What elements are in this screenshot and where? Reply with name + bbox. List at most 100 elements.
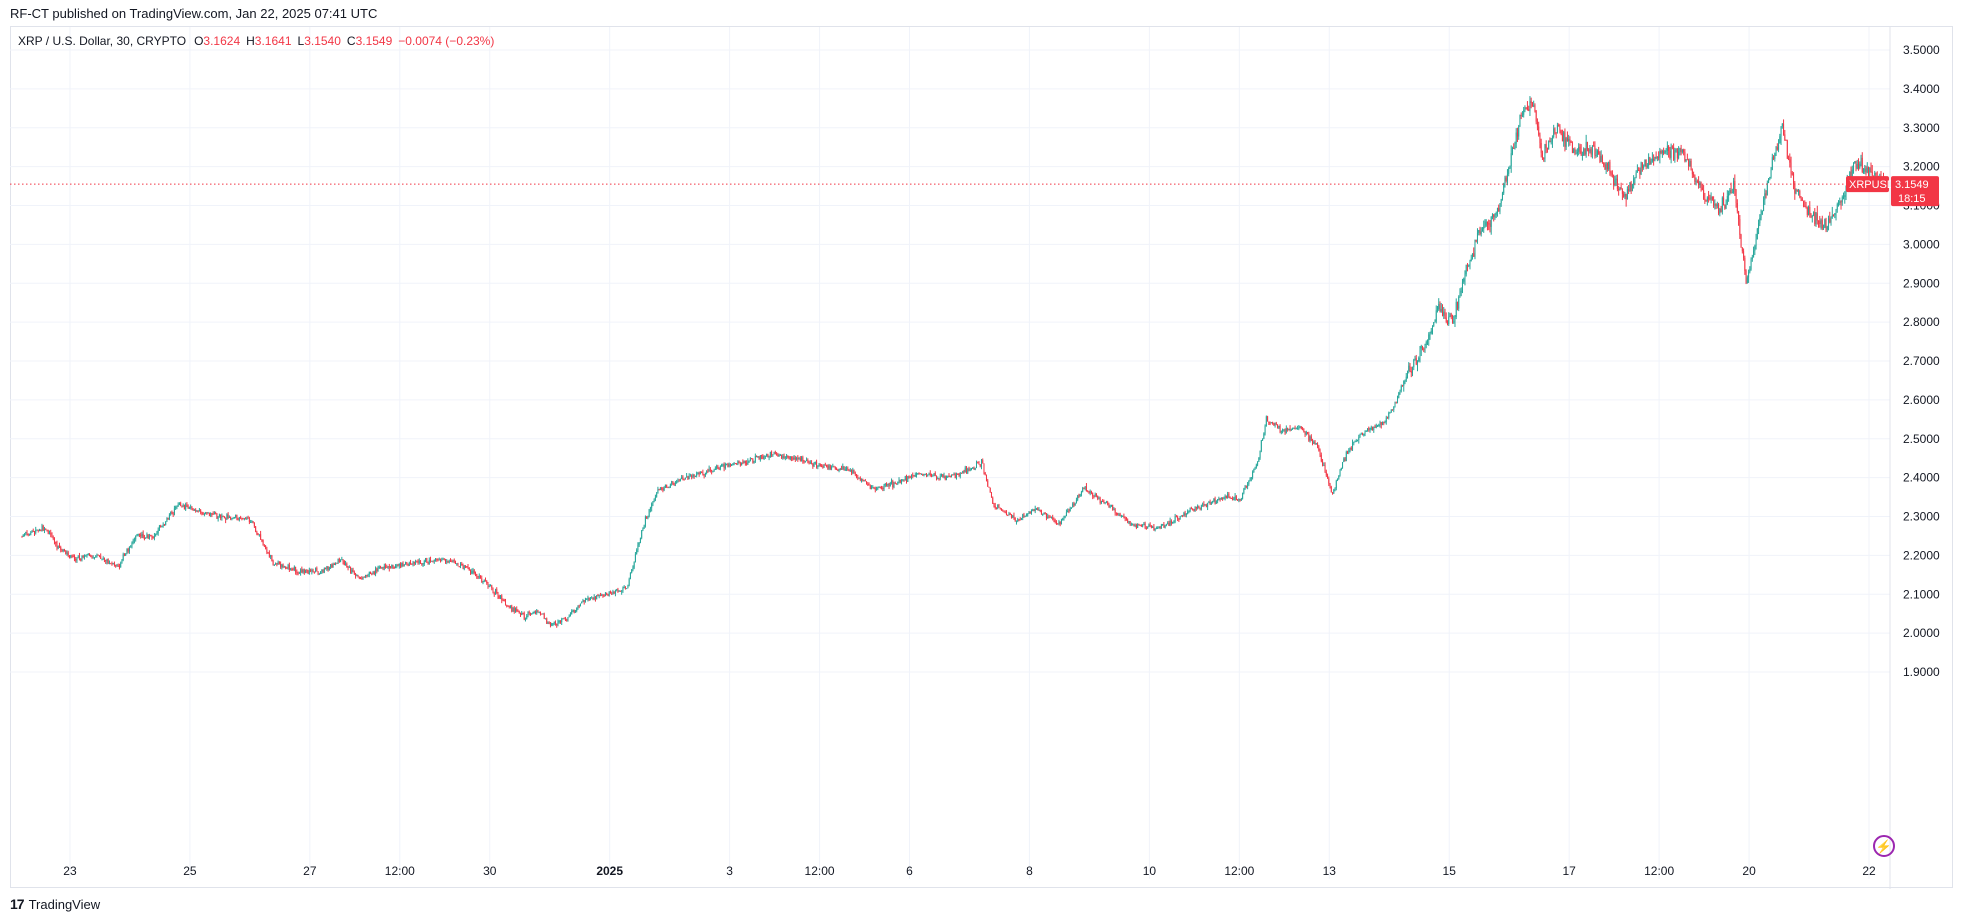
candle-body xyxy=(148,535,150,539)
candle-body xyxy=(559,621,561,623)
candle-body xyxy=(764,455,766,457)
candle-body xyxy=(921,473,923,475)
candle-body xyxy=(105,559,107,562)
candle-body xyxy=(487,583,489,587)
candle-body xyxy=(1080,491,1082,495)
candle-body xyxy=(1783,123,1785,135)
candle-body xyxy=(1724,205,1726,209)
candle-body xyxy=(1665,150,1667,152)
candle-body xyxy=(1549,140,1551,142)
candle-body xyxy=(1508,167,1510,174)
candle-body xyxy=(1147,526,1149,529)
candle-body xyxy=(914,474,916,477)
candle-body xyxy=(377,567,379,572)
candle-body xyxy=(1322,461,1324,466)
candle-body xyxy=(478,575,480,578)
candle-body xyxy=(1856,163,1858,169)
candle-body xyxy=(864,480,866,482)
candle-body xyxy=(1799,190,1801,197)
legend-low-label: L xyxy=(297,34,305,48)
candle-body xyxy=(83,555,85,558)
candle-body xyxy=(425,558,427,561)
candle-body xyxy=(1034,508,1036,512)
candle-body xyxy=(1284,429,1286,434)
candle-body xyxy=(602,595,604,597)
candle-body xyxy=(823,464,825,468)
candle-body xyxy=(482,582,484,584)
legend-symbol[interactable]: XRP / U.S. Dollar, 30, CRYPTO xyxy=(18,34,187,48)
candle-body xyxy=(993,503,995,507)
candle-body xyxy=(1237,499,1239,501)
candle-body xyxy=(461,563,463,566)
candle-body xyxy=(799,458,801,461)
candle-body xyxy=(255,526,257,533)
candle-body xyxy=(609,591,611,594)
candle-body xyxy=(455,561,457,564)
candle-body xyxy=(157,529,159,534)
candle-body xyxy=(1403,381,1405,386)
candle-body xyxy=(1688,159,1690,166)
candle-body xyxy=(1269,423,1271,425)
tradingview-footer[interactable]: 17 TradingView xyxy=(10,896,100,912)
candle-body xyxy=(1536,121,1538,127)
candle-body xyxy=(1175,516,1177,518)
candle-body xyxy=(801,457,803,461)
candle-body xyxy=(807,459,809,462)
candle-body xyxy=(1313,441,1315,444)
candle-body xyxy=(703,474,705,476)
candle-body xyxy=(182,504,184,507)
candle-body xyxy=(489,585,491,587)
candle-body xyxy=(948,476,950,478)
candle-body xyxy=(571,610,573,615)
candle-body xyxy=(851,470,853,474)
candle-body xyxy=(1220,498,1222,500)
candle-body xyxy=(1858,163,1860,169)
candle-body xyxy=(1669,150,1671,158)
candle-body xyxy=(1158,526,1160,528)
candle-body xyxy=(1814,211,1816,225)
candle-body xyxy=(428,559,430,565)
candle-body xyxy=(598,595,600,597)
candle-body xyxy=(553,621,555,624)
candle-body xyxy=(762,456,764,459)
candle-body xyxy=(1243,488,1245,493)
price-chart[interactable]: 3.50003.40003.30003.20003.10003.00002.90… xyxy=(10,27,1953,889)
publish-credit: RF-CT published on TradingView.com, Jan … xyxy=(10,6,378,21)
candle-body xyxy=(123,554,125,556)
price-tag-value: 3.1549 xyxy=(1895,179,1929,191)
candle-body xyxy=(262,540,264,546)
candle-body xyxy=(1169,520,1171,526)
candle-body xyxy=(72,555,74,557)
candle-body xyxy=(1635,172,1637,178)
candle-body xyxy=(1589,149,1591,152)
price-tick-label: 3.2000 xyxy=(1903,160,1940,174)
lightning-bolt-icon[interactable]: ⚡ xyxy=(1873,835,1895,857)
candle-body xyxy=(1389,412,1391,414)
candle-body xyxy=(639,537,641,543)
price-tick-label: 3.5000 xyxy=(1903,43,1940,57)
candle-body xyxy=(57,546,59,549)
candle-body xyxy=(187,506,189,509)
candle-body xyxy=(1297,428,1299,430)
candle-body xyxy=(494,589,496,595)
candle-body xyxy=(822,466,824,468)
candle-body xyxy=(1815,213,1817,225)
candle-body xyxy=(143,538,145,540)
candle-body xyxy=(506,605,508,607)
candle-body xyxy=(22,534,24,537)
candle-body xyxy=(488,585,490,587)
candle-body xyxy=(684,477,686,480)
candle-body xyxy=(1534,105,1536,112)
candle-body xyxy=(192,509,194,511)
candle-body xyxy=(857,477,859,479)
candle-body xyxy=(1354,440,1356,443)
candle-body xyxy=(968,468,970,470)
candle-body xyxy=(1436,309,1438,311)
candle-body xyxy=(1703,190,1705,199)
candle-body xyxy=(918,473,920,475)
candle-body xyxy=(1756,228,1758,240)
candle-body xyxy=(473,570,475,574)
candle-body xyxy=(937,478,939,480)
candle-body xyxy=(814,461,816,464)
candle-body xyxy=(421,563,423,565)
